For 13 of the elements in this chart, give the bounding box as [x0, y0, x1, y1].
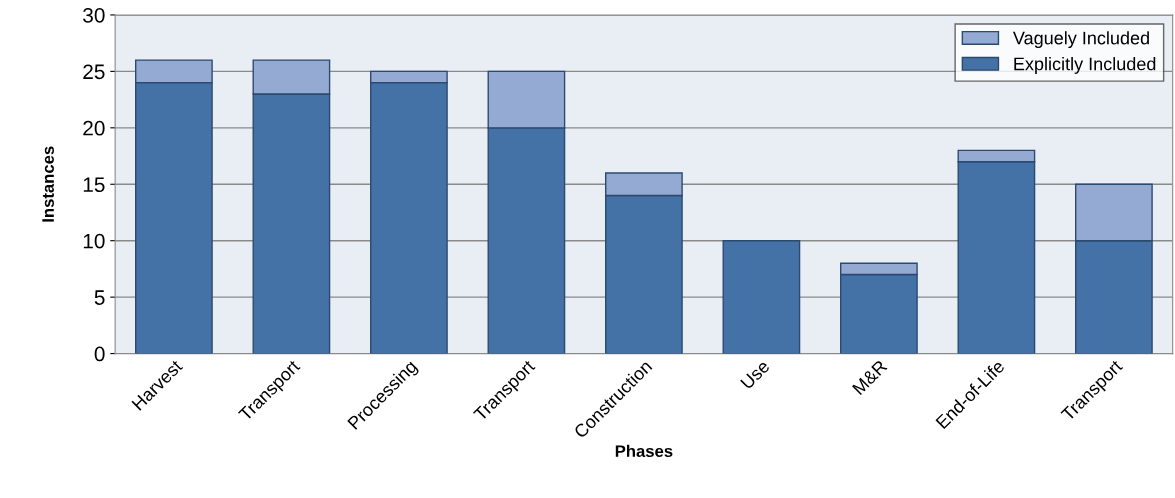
bar	[722, 240, 801, 354]
x-axis-title: Phases	[615, 444, 673, 458]
y-tick-label: 25	[83, 64, 105, 80]
legend-label: Vaguely Included	[1012, 31, 1149, 49]
legend-label: Explicitly Included	[1014, 57, 1156, 74]
y-tick-label: 10	[83, 233, 105, 249]
y-tick-label: 15	[83, 177, 105, 193]
y-tick-label: 5	[94, 290, 105, 305]
y-tick-label: 20	[83, 120, 105, 136]
y-tick-label: 0	[94, 346, 105, 362]
y-tick-label: 30	[83, 7, 105, 23]
y-axis-title: Instances	[42, 146, 54, 222]
x-tick-label: Use	[740, 359, 771, 390]
